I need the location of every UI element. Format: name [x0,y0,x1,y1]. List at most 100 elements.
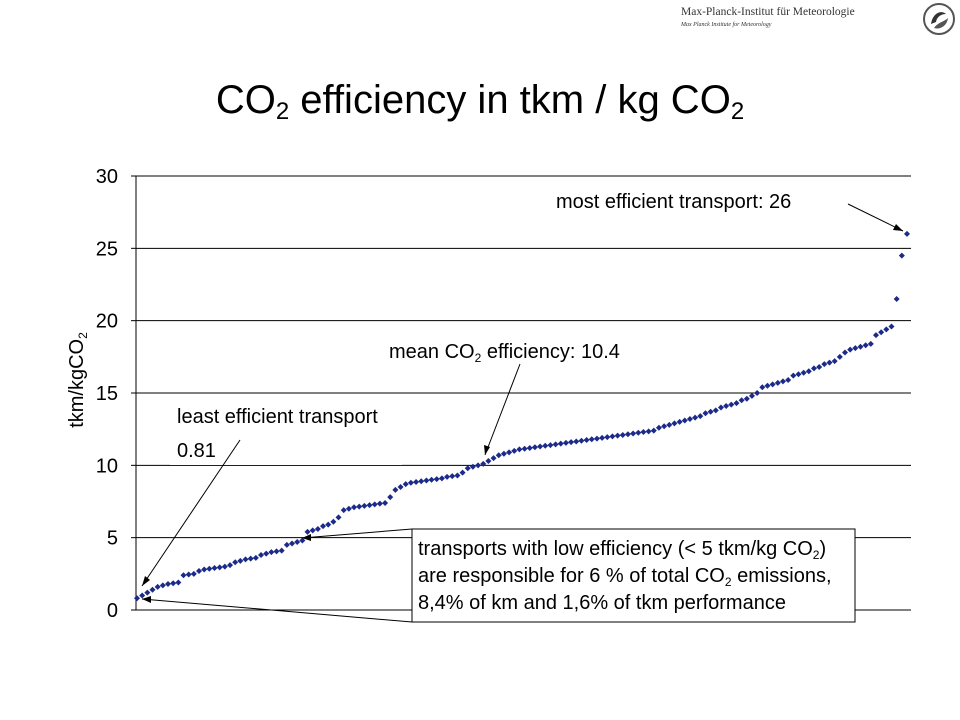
callout-line-3: 8,4% of km and 1,6% of tkm performance [418,592,786,614]
data-point [304,528,311,535]
data-point [754,390,761,396]
data-point [537,443,544,450]
logo-name-german: Max-Planck-Institut für Meteorologie [681,6,855,18]
annotation-arrow-most [847,203,904,232]
data-point [707,408,714,415]
data-point [407,479,414,486]
data-point [139,592,146,599]
data-point [904,230,910,237]
data-point [428,476,435,483]
data-point [619,431,626,438]
data-point [733,400,740,407]
data-point [888,323,895,330]
data-point [289,540,296,547]
data-point [614,432,621,439]
data-point [294,539,301,546]
data-point [898,252,905,259]
data-point [387,494,394,501]
data-point [500,450,507,457]
data-point [268,549,275,556]
annotation-arrow-mean [484,363,521,456]
data-point [283,541,290,548]
data-point [686,416,693,423]
data-point [738,397,745,404]
data-point [583,437,590,444]
data-point [371,501,378,508]
data-point [717,404,724,411]
data-point [872,332,879,339]
data-point [190,570,197,577]
data-point [444,473,451,480]
data-point [883,326,890,333]
data-point [562,439,569,446]
data-point [201,566,208,573]
data-point [795,371,802,378]
data-point [165,580,172,587]
arrowhead-mean [484,445,490,455]
data-point [247,555,254,562]
data-point [531,444,538,451]
data-point [805,368,812,375]
annotation-least-efficient-value: 0.81 [177,440,216,462]
arrowhead-least [142,576,150,586]
data-point [175,579,182,586]
data-point [299,537,306,544]
data-point [831,358,838,365]
data-point [862,342,869,349]
data-point [464,465,471,472]
data-point [361,502,368,509]
data-point [785,376,792,383]
annotation-most-efficient: most efficient transport: 26 [556,191,791,213]
data-point [604,434,611,441]
data-point [459,469,466,476]
data-point [712,407,719,414]
data-point [748,392,755,399]
data-point [676,418,683,425]
data-points [134,230,910,602]
data-point [351,504,358,511]
data-point [759,384,766,391]
title-middle: efficiency in tkm / kg CO [289,78,731,122]
arrowhead-callout-bottom [142,596,151,603]
y-axis-label: tkm/kgCO2 [66,332,90,428]
data-point [650,427,657,434]
data-point [557,440,564,447]
data-point [743,395,750,402]
data-point [423,477,430,484]
data-point [170,580,177,587]
y-axis-ticks: 0 5 10 15 20 25 30 [96,166,136,622]
data-point [728,401,735,408]
data-point [697,413,704,420]
data-point [867,340,874,347]
data-point [800,369,807,376]
data-point [433,476,440,483]
data-point [196,567,203,574]
data-point [847,346,854,353]
y-tick-label: 15 [96,383,118,405]
data-point [816,363,823,370]
data-point [242,556,249,563]
data-point [206,565,213,572]
data-point [810,365,817,372]
data-point [702,410,709,417]
data-point [227,562,234,569]
data-point [779,378,786,385]
data-point [635,429,642,436]
data-point [666,421,673,428]
data-point [495,452,502,459]
data-point [645,428,652,435]
data-point [547,442,554,449]
y-tick-label: 0 [107,600,118,622]
data-point [185,571,192,578]
data-point [134,595,140,602]
chart-title: CO2 efficiency in tkm / kg CO2 [0,78,960,126]
data-point [454,472,461,479]
data-point [252,554,259,561]
data-point [402,481,409,488]
data-point [345,505,352,512]
data-point [180,572,187,579]
annotation-arrow-least [141,439,241,587]
data-point [542,442,549,449]
annotation-least-background [170,401,402,465]
data-point [552,441,559,448]
